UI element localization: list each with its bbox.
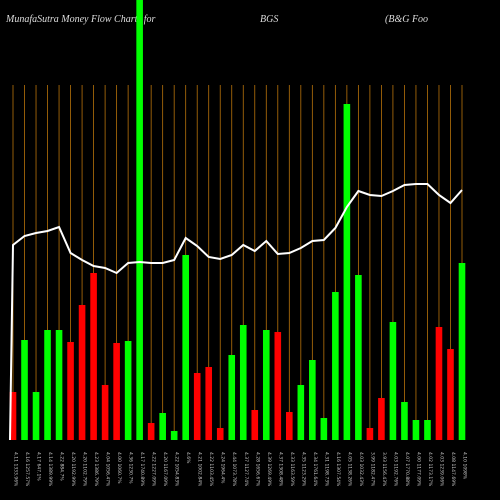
x-tick-label: 4.16 1307.54% xyxy=(335,452,341,487)
bar xyxy=(136,0,143,440)
chart-title: MunafaSutra Money Flow Charts for xyxy=(5,14,156,25)
bar xyxy=(113,343,120,440)
symbol: BGS xyxy=(260,14,278,25)
bar xyxy=(124,341,132,440)
bar xyxy=(9,392,17,440)
x-tick-label: 4.36 1230.7% xyxy=(128,452,134,484)
bar xyxy=(147,423,155,440)
company: (B&G Foo xyxy=(385,14,428,25)
x-tick-label: 4.20 1167.09% xyxy=(162,452,168,487)
bar xyxy=(389,322,397,440)
bar xyxy=(67,342,74,440)
x-tick-label: 4.39 1269.49% xyxy=(266,452,272,487)
bar xyxy=(343,104,351,440)
x-tick-label: 4.28 1656.67% xyxy=(254,452,260,487)
x-tick-label: 4.07 1770.88% xyxy=(404,452,410,487)
x-tick-label: 4.11 1333.96% xyxy=(13,452,19,487)
bar xyxy=(320,418,328,440)
x-tick-label: 4.00 1177.09% xyxy=(415,452,421,487)
bar xyxy=(378,398,385,440)
x-tick-label: 4.20 1102.79% xyxy=(82,452,88,487)
bar xyxy=(55,330,63,440)
x-tick-label: 4.03 1192.76% xyxy=(392,452,398,487)
bar xyxy=(216,428,224,440)
bar xyxy=(21,340,28,440)
x-tick-label: 4.03 1032.43% xyxy=(358,452,364,487)
x-tick-label: 3.99 1182.47% xyxy=(369,452,375,487)
bar xyxy=(458,263,466,440)
x-tick-label: 3.93 1156.43% xyxy=(381,452,387,487)
x-tick-label: 4.33 1163.59% xyxy=(289,452,295,487)
bar xyxy=(297,385,305,440)
bar xyxy=(262,330,270,440)
bar xyxy=(286,412,293,440)
x-tick-label: 4.31 1198.73% xyxy=(323,452,329,487)
x-tick-label: 4.37 1308.48% xyxy=(277,452,283,487)
x-tick-label: 4.02 1173.17% xyxy=(427,452,433,487)
x-tick-label: 4.05 1138.26% xyxy=(346,452,352,487)
x-tick-label: 4.6% xyxy=(185,452,191,464)
x-tick-label: 4.10 1098% xyxy=(462,452,468,480)
x-tick-label: 4.03 1239.06% xyxy=(438,452,444,487)
bar xyxy=(239,325,247,440)
bar xyxy=(228,355,236,440)
bar xyxy=(332,292,339,440)
x-tick-label: 4.14 1389.99% xyxy=(47,452,53,487)
bar xyxy=(90,273,97,440)
bar xyxy=(366,428,374,440)
x-tick-label: 4.23 1386.79% xyxy=(93,452,99,487)
bar xyxy=(412,420,420,440)
bar xyxy=(101,385,109,440)
x-tick-label: 4.22 1054.83% xyxy=(174,452,180,487)
bar xyxy=(274,332,282,440)
x-tick-label: 4.37 1127.74% xyxy=(243,452,249,487)
x-tick-label: 4.20 1192.99% xyxy=(70,452,76,487)
bar xyxy=(44,330,51,440)
bar xyxy=(435,327,443,440)
x-tick-label: 4.22 884.7% xyxy=(59,452,65,481)
bar xyxy=(170,431,178,440)
x-tick-label: 4.17 647.1% xyxy=(36,452,42,481)
x-tick-label: 4.22 1227.09% xyxy=(151,452,157,487)
x-tick-label: 4.17 1740.89% xyxy=(139,452,145,487)
bar xyxy=(205,367,213,440)
bar xyxy=(182,255,189,440)
bar xyxy=(251,410,259,440)
bar xyxy=(193,373,201,440)
x-tick-label: 4.35 1123.29% xyxy=(300,452,306,487)
x-tick-label: 4.24 1964.4% xyxy=(220,452,226,484)
x-tick-label: 4.34 1761.64% xyxy=(312,452,318,487)
bar xyxy=(32,392,40,440)
x-tick-label: 4.22 1103.45% xyxy=(208,452,214,487)
bar xyxy=(447,349,454,440)
x-tick-label: 4.44 1073.78% xyxy=(231,452,237,487)
bar xyxy=(355,275,362,440)
bar xyxy=(424,420,431,440)
x-tick-label: 4.04 1056.47% xyxy=(105,452,111,487)
x-tick-label: 4.21 1002.84% xyxy=(197,452,203,487)
x-tick-label: 4.08 1147.69% xyxy=(450,452,456,487)
bar xyxy=(401,402,408,440)
x-tick-label: 4.16 1257.57% xyxy=(24,452,30,487)
bar xyxy=(159,413,166,440)
x-tick-label: 4.00 1060.7% xyxy=(116,452,122,484)
bar xyxy=(78,305,86,440)
money-flow-line xyxy=(9,183,463,441)
bar xyxy=(309,360,316,440)
